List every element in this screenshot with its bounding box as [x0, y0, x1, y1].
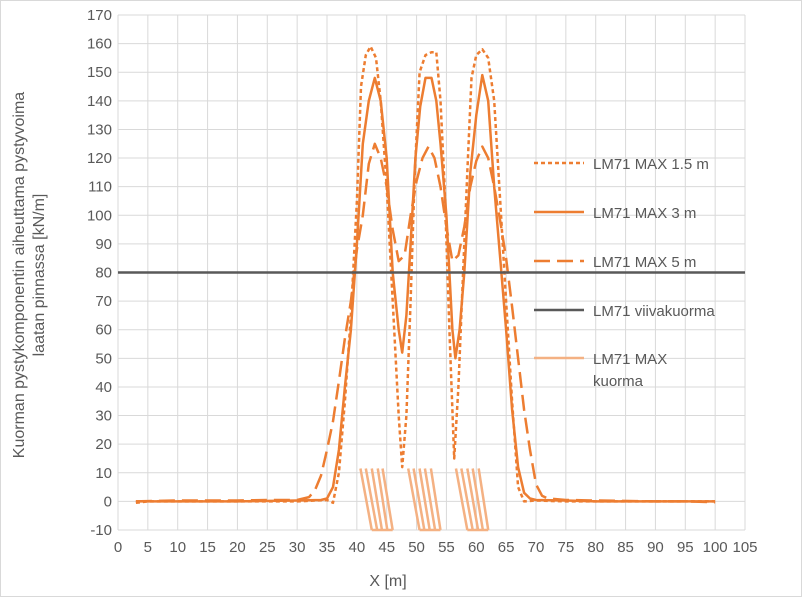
x-tick-label: 60 — [468, 539, 485, 556]
y-tick-label: 170 — [87, 7, 112, 24]
y-tick-label: 0 — [104, 493, 112, 510]
series-line-2 — [135, 142, 716, 504]
legend-label-1: LM71 MAX 3 m — [593, 205, 696, 222]
x-tick-label: 40 — [349, 539, 366, 556]
legend: LM71 MAX 1.5 m LM71 MAX 3 m LM71 MAX 5 m LM… — [534, 156, 715, 390]
y-axis-label-line2: laatan pinnassa [kN/m] — [31, 194, 48, 357]
load-line — [370, 468, 384, 531]
x-tick-label: 95 — [677, 539, 694, 556]
x-tick-label: 30 — [289, 539, 306, 556]
x-tick-label: 85 — [617, 539, 634, 556]
x-tick-label: 65 — [498, 539, 515, 556]
x-tick-label: 75 — [558, 539, 575, 556]
series-area — [118, 45, 745, 532]
y-axis-label-line1: Kuorman pystykomponentin aiheuttama pyst… — [11, 92, 28, 459]
y-tick-label: 120 — [87, 150, 112, 167]
x-tick-label: 55 — [438, 539, 455, 556]
load-line — [454, 468, 469, 531]
series-line-0 — [135, 45, 716, 505]
load-line — [460, 468, 474, 531]
x-tick-label: 45 — [378, 539, 395, 556]
series-line-1 — [135, 73, 716, 503]
load-line — [364, 468, 379, 531]
load-line — [471, 468, 485, 531]
legend-label-2: LM71 MAX 5 m — [593, 254, 696, 271]
legend-label-4: kuorma — [593, 373, 644, 390]
load-line — [466, 468, 480, 531]
y-tick-label: 50 — [95, 350, 112, 367]
y-tick-label: 110 — [88, 179, 112, 196]
y-tick-label: 160 — [87, 36, 112, 53]
x-tick-label: 5 — [144, 539, 152, 556]
x-tick-label: 80 — [587, 539, 604, 556]
load-line — [359, 468, 374, 531]
legend-label-0: LM71 MAX 1.5 m — [593, 156, 709, 173]
load-line — [381, 468, 394, 531]
y-tick-label: 90 — [95, 236, 112, 253]
y-tick-label: 40 — [95, 379, 112, 396]
load-line — [406, 468, 421, 531]
x-tick-label: 100 — [703, 539, 728, 556]
load-line — [423, 468, 437, 531]
y-tick-label: 20 — [95, 436, 112, 453]
load-line — [412, 468, 426, 531]
y-tick-label: 60 — [95, 322, 112, 339]
load-line — [376, 468, 389, 531]
y-tick-label: 80 — [95, 265, 112, 282]
legend-label-3: LM71 viivakuorma — [593, 303, 715, 320]
y-tick-label: -10 — [90, 522, 112, 539]
x-tick-label: 20 — [229, 539, 246, 556]
x-tick-label: 0 — [114, 539, 122, 556]
load-line — [477, 468, 490, 531]
y-tick-label: 70 — [95, 293, 112, 310]
load-line — [418, 468, 431, 531]
y-tick-label: 30 — [95, 408, 112, 425]
y-tick-label: 100 — [87, 207, 112, 224]
x-tick-label: 10 — [169, 539, 186, 556]
load-line — [429, 468, 442, 531]
axes: -100102030405060708090100110120130140150… — [87, 7, 758, 556]
x-axis-label: X [m] — [369, 573, 406, 590]
x-tick-label: 50 — [408, 539, 425, 556]
x-tick-label: 15 — [199, 539, 216, 556]
x-tick-label: 90 — [647, 539, 664, 556]
x-tick-label: 25 — [259, 539, 276, 556]
legend-label-4: LM71 MAX — [593, 351, 667, 368]
y-tick-label: 10 — [95, 465, 112, 482]
y-tick-label: 130 — [87, 121, 112, 138]
x-tick-label: 35 — [319, 539, 336, 556]
x-tick-label: 70 — [528, 539, 545, 556]
y-tick-label: 140 — [87, 93, 112, 110]
y-tick-label: 150 — [87, 64, 112, 81]
x-tick-label: 105 — [732, 539, 757, 556]
